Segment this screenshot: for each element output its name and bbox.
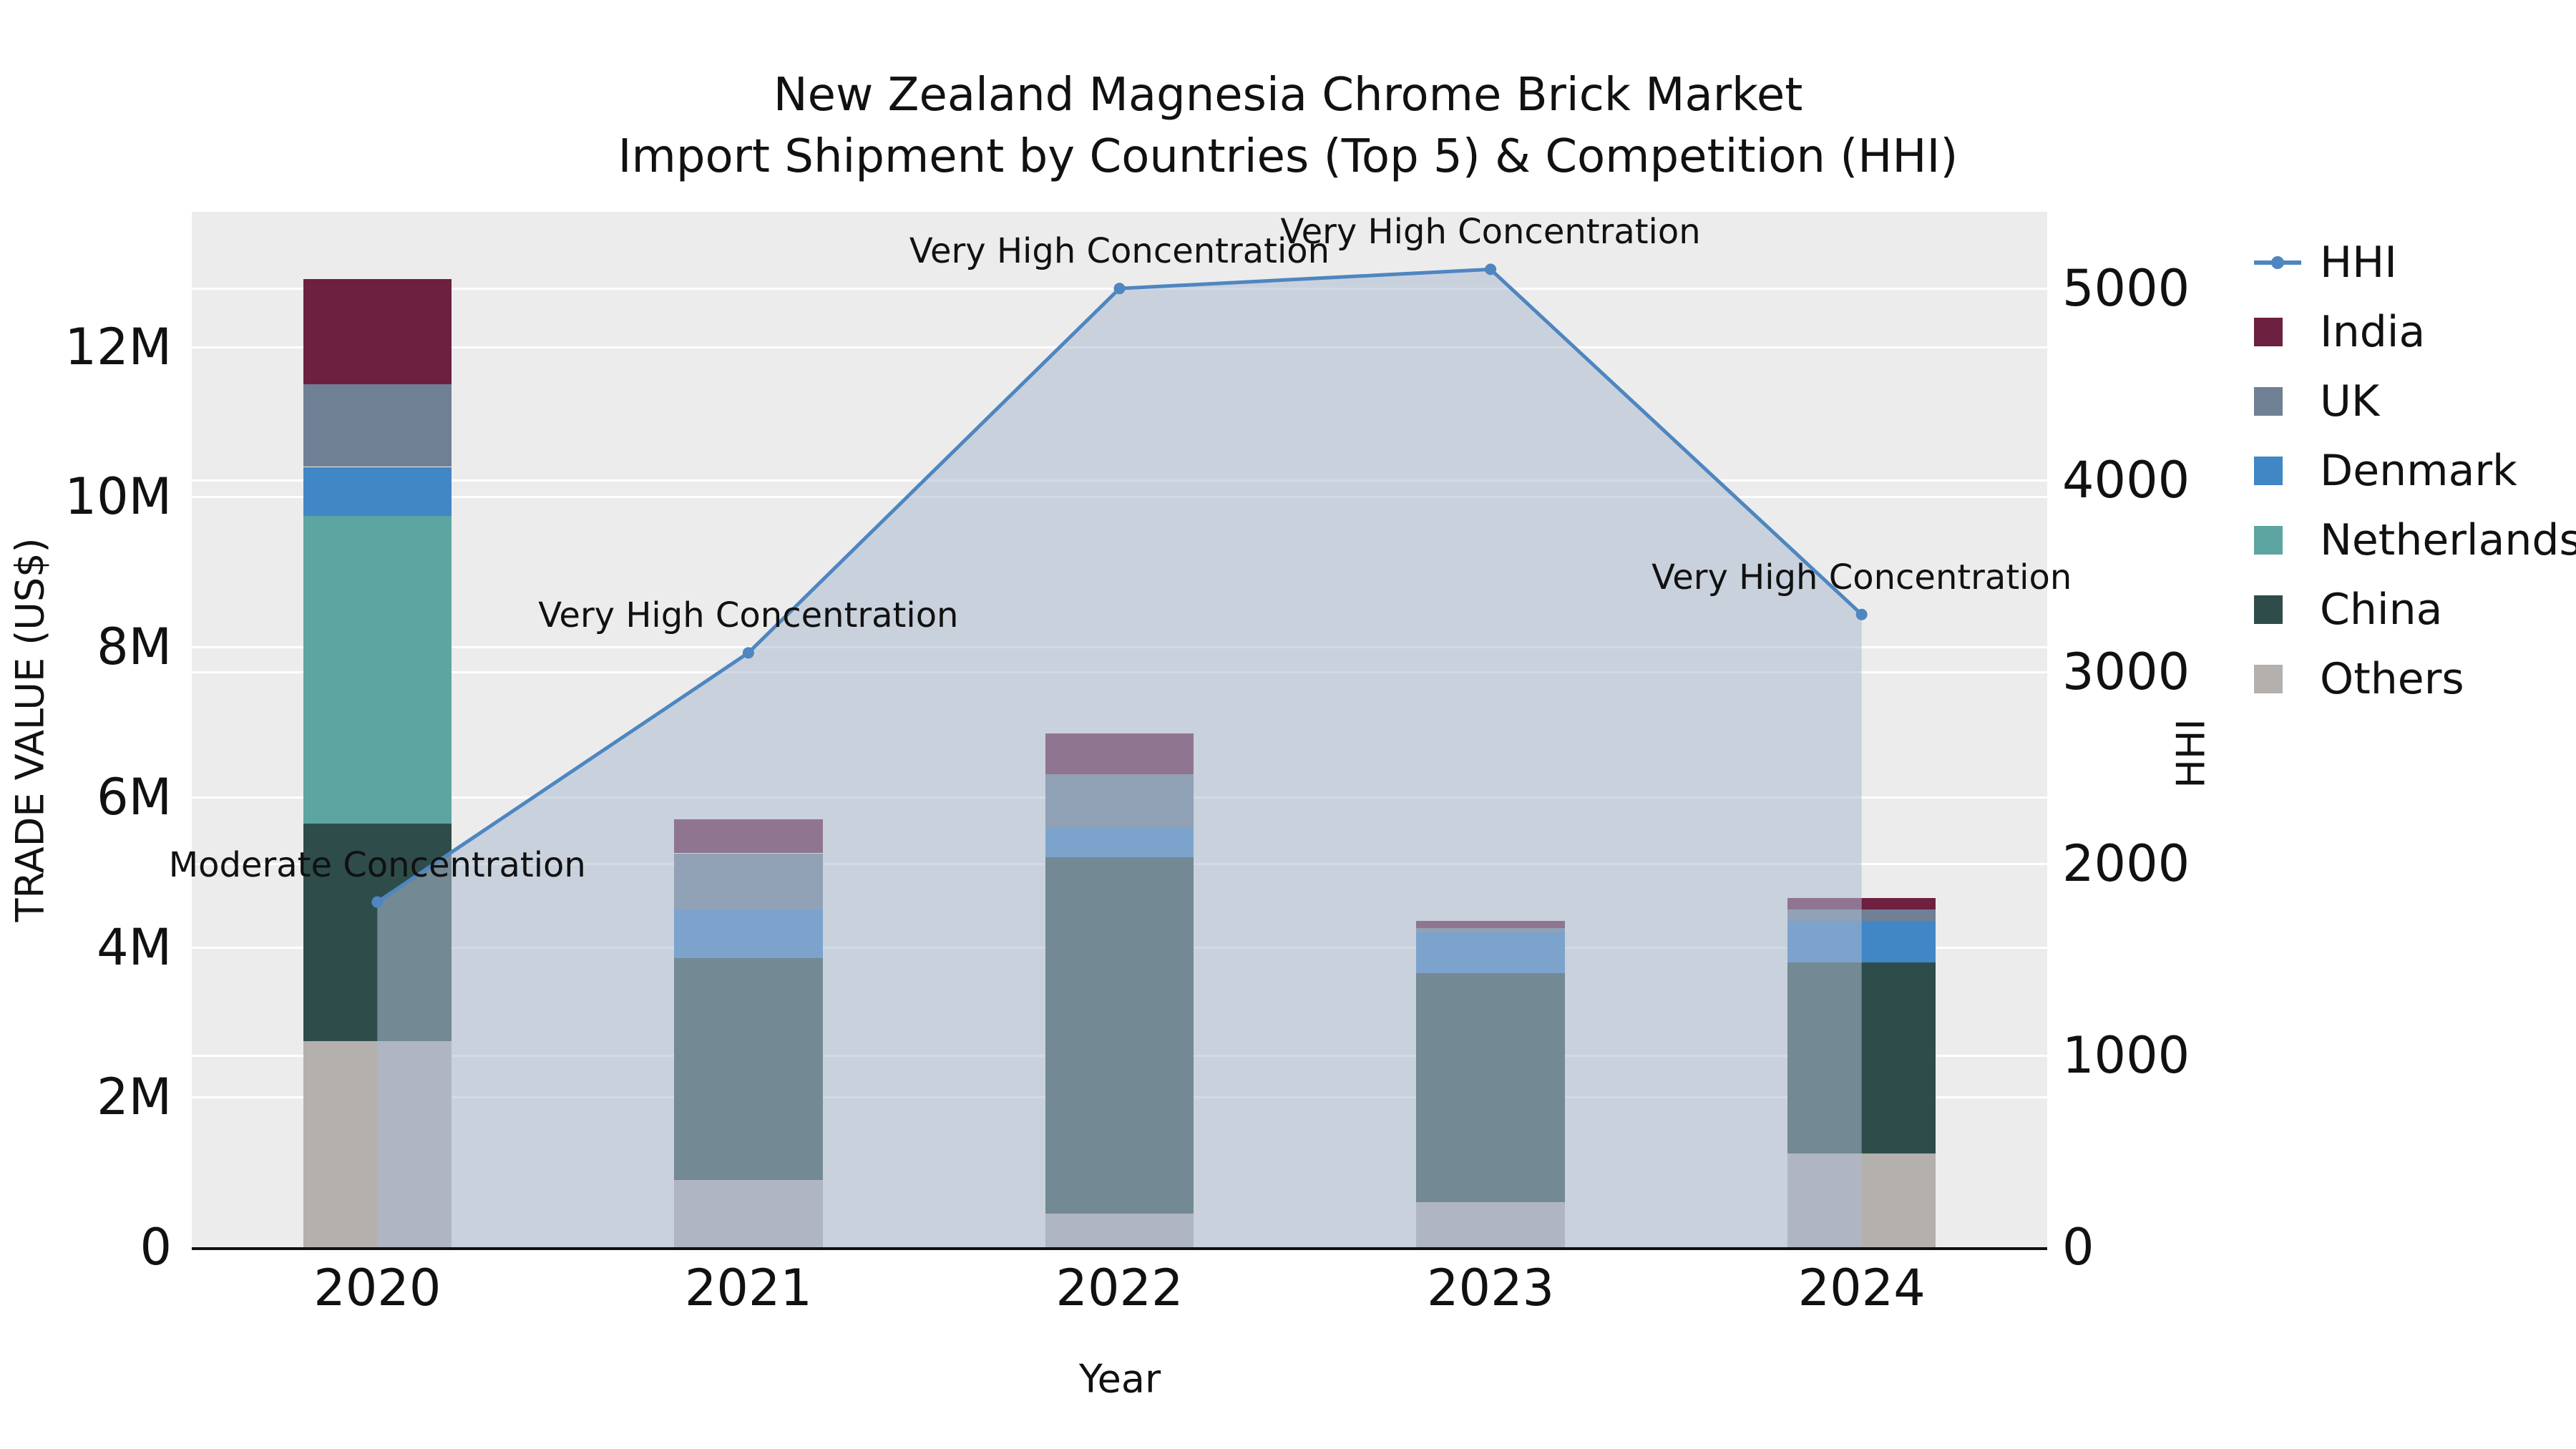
- bar-segment-uk-2023: [1416, 928, 1565, 932]
- y-axis-tick-label: 8M: [97, 618, 172, 677]
- y2-axis-tick-label: 0: [2062, 1218, 2094, 1277]
- bar-segment-denmark-2020: [303, 467, 452, 516]
- y2-axis-tick-label: 5000: [2062, 259, 2190, 318]
- legend-label: China: [2320, 584, 2443, 635]
- grid-line: [192, 346, 2047, 348]
- bar-segment-denmark-2024: [1787, 920, 1936, 962]
- annotation-2022: Very High Concentration: [909, 231, 1330, 272]
- legend-color-swatch-icon: [2254, 317, 2283, 346]
- legend: HHI India UK Denmark Netherlands China Others: [2254, 228, 2576, 713]
- hhi-point: [1855, 608, 1868, 620]
- x-axis-tick-label-2020: 2020: [313, 1259, 441, 1317]
- legend-swatch-india: [2254, 308, 2301, 356]
- bar-segment-denmark-2023: [1416, 932, 1565, 974]
- grid-line: [192, 671, 2047, 674]
- y2-axis-tick-label: 2000: [2062, 834, 2190, 894]
- legend-color-swatch-icon: [2254, 525, 2283, 555]
- bar-segment-others-2024: [1787, 1153, 1936, 1247]
- hhi-point: [1485, 263, 1497, 275]
- annotation-2020: Moderate Concentration: [168, 844, 586, 885]
- legend-label: Netherlands: [2320, 514, 2576, 565]
- bar-segment-india-2020: [303, 279, 452, 385]
- legend-item-netherlands: Netherlands: [2254, 505, 2576, 575]
- y2-axis-tick-label: 3000: [2062, 643, 2190, 702]
- y-axis-title-right: HHI: [2168, 718, 2214, 789]
- x-axis-tick-label-2021: 2021: [684, 1259, 812, 1317]
- legend-item-china: China: [2254, 575, 2576, 644]
- bar-segment-india-2022: [1045, 733, 1194, 775]
- bar-segment-india-2021: [674, 819, 823, 854]
- legend-item-uk: UK: [2254, 366, 2576, 436]
- bar-segment-china-2024: [1787, 962, 1936, 1153]
- bar-segment-china-2023: [1416, 973, 1565, 1203]
- legend-label: HHI: [2320, 237, 2397, 288]
- x-axis-title: Year: [1078, 1356, 1161, 1402]
- hhi-line-legend-marker: [2254, 239, 2301, 286]
- legend-swatch-denmark: [2254, 447, 2301, 494]
- y-axis-title-left: TRADE VALUE (US$): [7, 537, 53, 922]
- bar-segment-china-2022: [1045, 857, 1194, 1214]
- bar-segment-india-2023: [1416, 920, 1565, 929]
- legend-label: India: [2320, 306, 2426, 357]
- hhi-point: [742, 647, 754, 659]
- legend-label: Denmark: [2320, 445, 2517, 496]
- bar-segment-china-2021: [674, 958, 823, 1180]
- grid-line: [192, 288, 2047, 291]
- y2-axis-tick-label: 1000: [2062, 1026, 2190, 1085]
- bar-segment-others-2023: [1416, 1202, 1565, 1247]
- x-axis-tick-label-2024: 2024: [1797, 1259, 1926, 1317]
- chart-subtitle: Import Shipment by Countries (Top 5) & C…: [618, 130, 1958, 183]
- bar-segment-uk-2020: [303, 384, 452, 467]
- grid-line: [192, 646, 2047, 649]
- bar-segment-denmark-2022: [1045, 826, 1194, 857]
- y-axis-tick-label: 6M: [97, 767, 172, 826]
- bar-segment-others-2022: [1045, 1213, 1194, 1247]
- legend-item-hhi: HHI: [2254, 228, 2576, 297]
- plot-area: Moderate Concentration Very High Concentr…: [169, 212, 2072, 1250]
- legend-item-denmark: Denmark: [2254, 436, 2576, 505]
- legend-swatch-others: [2254, 655, 2301, 703]
- grid-line: [192, 496, 2047, 499]
- bar-segment-india-2024: [1787, 898, 1936, 910]
- annotation-2021: Very High Concentration: [538, 595, 959, 636]
- chart-title: New Zealand Magnesia Chrome Brick Market: [773, 69, 1803, 122]
- legend-color-swatch-icon: [2254, 456, 2283, 485]
- legend-item-others: Others: [2254, 644, 2576, 713]
- legend-swatch-china: [2254, 586, 2301, 633]
- legend-label: UK: [2320, 376, 2380, 426]
- legend-item-india: India: [2254, 297, 2576, 366]
- y-axis-tick-label: 4M: [97, 917, 172, 977]
- legend-label: Others: [2320, 653, 2464, 704]
- bar-segment-netherlands-2020: [303, 515, 452, 824]
- y-axis-tick-label: 12M: [64, 317, 172, 376]
- legend-color-swatch-icon: [2254, 664, 2283, 693]
- annotation-2023: Very High Concentration: [1280, 212, 1701, 253]
- y-axis-tick-label: 2M: [97, 1068, 172, 1127]
- bar-segment-others-2021: [674, 1179, 823, 1247]
- y-axis-tick-label: 0: [140, 1218, 172, 1277]
- bar-segment-uk-2021: [674, 853, 823, 910]
- annotation-2024: Very High Concentration: [1652, 557, 2072, 597]
- legend-color-swatch-icon: [2254, 386, 2283, 416]
- legend-color-swatch-icon: [2254, 595, 2283, 624]
- grid-line: [192, 479, 2047, 482]
- legend-swatch-uk: [2254, 378, 2301, 425]
- x-axis-tick-label-2022: 2022: [1055, 1259, 1184, 1317]
- bar-segment-denmark-2021: [674, 909, 823, 959]
- y2-axis-tick-label: 4000: [2062, 451, 2190, 510]
- bar-segment-uk-2024: [1787, 909, 1936, 921]
- x-axis-tick-label-2023: 2023: [1427, 1259, 1555, 1317]
- y-axis-tick-label: 10M: [64, 467, 172, 527]
- bar-segment-others-2020: [303, 1040, 452, 1247]
- legend-dot-icon: [2271, 255, 2284, 269]
- legend-swatch-netherlands: [2254, 517, 2301, 564]
- bar-segment-uk-2022: [1045, 774, 1194, 827]
